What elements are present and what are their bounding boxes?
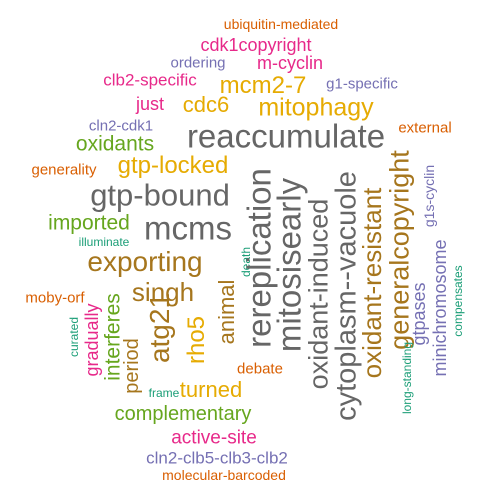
word-mcm2-7: mcm2-7 xyxy=(219,72,307,99)
word-moby-orf: moby-orf xyxy=(25,289,85,307)
word-ordering: ordering xyxy=(170,54,226,72)
word-exporting: exporting xyxy=(87,246,203,277)
word-active-site: active-site xyxy=(171,427,257,449)
word-cln2-clb5-clb3-clb2: cln2-clb5-clb3-clb2 xyxy=(146,448,288,468)
word-long-standing: long-standing xyxy=(400,341,414,415)
word-gtpases: gtpases xyxy=(409,282,429,346)
word-gtp-locked: gtp-locked xyxy=(117,152,229,179)
word-cln2-cdk1: cln2-cdk1 xyxy=(88,117,154,135)
word-molecular-barcoded: molecular-barcoded xyxy=(162,467,286,483)
word-animal: animal xyxy=(214,279,239,345)
word-complementary: complementary xyxy=(114,403,252,425)
word-clb2-specific: clb2-specific xyxy=(103,70,197,90)
word-external: external xyxy=(398,119,452,137)
word-g1-specific: g1-specific xyxy=(326,75,398,93)
word-m-cyclin: m-cyclin xyxy=(257,53,323,73)
word-g1s-cyclin: g1s-cyclin xyxy=(421,164,437,228)
word-mitosisearly: mitosisearly xyxy=(270,177,308,353)
word-mitophagy: mitophagy xyxy=(258,93,374,122)
word-atg21: atg21 xyxy=(144,292,175,364)
word-compensates: compensates xyxy=(451,265,465,337)
word-minichromosome: minichromosome xyxy=(430,239,450,377)
word-mcms: mcms xyxy=(144,209,232,247)
word-cdc6: cdc6 xyxy=(182,92,230,117)
word-frame: frame xyxy=(148,386,180,400)
word-oxidants: oxidants xyxy=(75,132,155,156)
word-gtp-bound: gtp-bound xyxy=(90,177,230,213)
word-ubiquitin-mediated: ubiquitin-mediated xyxy=(223,16,339,32)
word-oxidant-induced: oxidant-induced xyxy=(303,198,334,390)
word-period: period xyxy=(121,338,143,394)
word-illuminate: illuminate xyxy=(78,235,130,249)
word-gradually: gradually xyxy=(82,303,102,377)
word-debate: debate xyxy=(237,360,283,378)
word-reaccumulate: reaccumulate xyxy=(186,117,386,155)
word-oxidant-resistant: oxidant-resistant xyxy=(357,187,387,379)
word-singh: singh xyxy=(131,277,195,307)
word-rho5: rho5 xyxy=(183,315,210,365)
word-just: just xyxy=(135,94,165,114)
word-imported: imported xyxy=(48,211,130,235)
word-generality: generality xyxy=(31,161,97,179)
word-cdk1copyright: cdk1copyright xyxy=(200,35,312,55)
word-curated: curated xyxy=(67,316,81,358)
word-turned: turned xyxy=(179,377,243,402)
